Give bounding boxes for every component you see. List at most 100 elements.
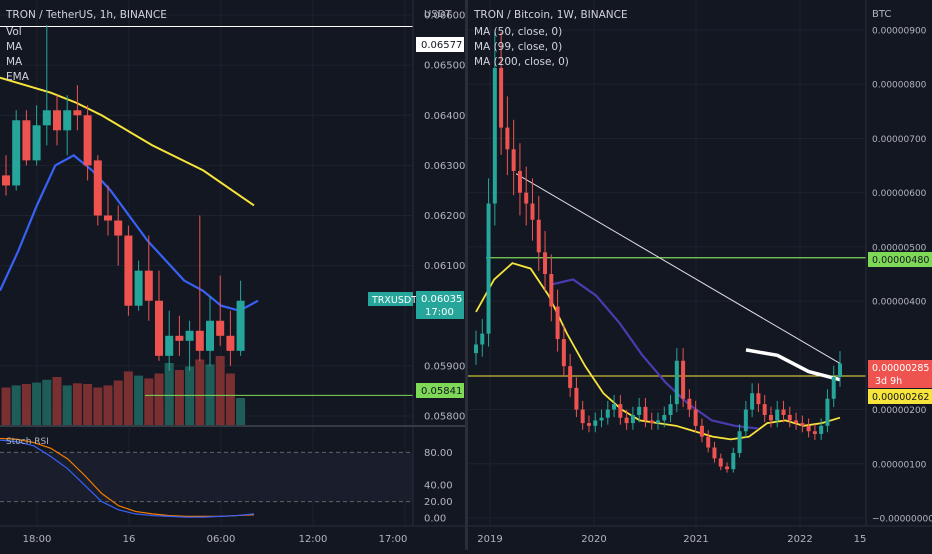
- left-chart-svg[interactable]: 0.06600 0.06500 0.06400 0.06300 0.06200 0.061…: [0, 0, 465, 550]
- volume-bar: [1, 387, 11, 426]
- btc-candle-body: [605, 409, 610, 418]
- btc-candle-body: [725, 466, 730, 470]
- candle-body: [93, 160, 102, 216]
- left-y-tick: 0.05900: [424, 361, 465, 372]
- volume-bar: [225, 373, 235, 426]
- right-chart-svg[interactable]: 0.00000900 0.00000800 0.00000700 0.00000600…: [468, 0, 932, 550]
- candle-body: [83, 115, 92, 166]
- btc-candle-body: [618, 404, 623, 418]
- candle-body: [114, 220, 123, 236]
- yellow-line-tag: [868, 389, 932, 404]
- right-x-tick: 15: [854, 534, 867, 545]
- btc-candle-body: [787, 414, 792, 421]
- btc-candle-body: [536, 219, 541, 253]
- btc-candle-body: [505, 127, 510, 150]
- right-y-tick: 0.00000700: [872, 135, 927, 145]
- right-time-axis[interactable]: 2019 2020 2021 2022 15: [477, 534, 866, 545]
- left-x-tick: 18:00: [23, 534, 52, 545]
- btc-candle-body: [649, 420, 654, 424]
- btc-candle-body: [656, 420, 660, 424]
- legend-ma-2[interactable]: MA: [6, 56, 23, 68]
- candle-body: [144, 270, 153, 301]
- candle-body: [155, 300, 163, 356]
- candle-body: [236, 300, 245, 351]
- btc-candle-body: [668, 404, 673, 415]
- right-y-tick: 0.00000200: [872, 406, 927, 416]
- right-y-tick: 0.00000100: [872, 460, 927, 470]
- support-price-tag: [416, 383, 464, 398]
- high-price-label: 0.06577: [421, 40, 462, 51]
- btc-candle-body: [825, 398, 830, 426]
- btc-candle-body: [543, 252, 548, 274]
- volume-bar: [236, 398, 246, 426]
- left-y-tick: 0.06600: [424, 11, 465, 22]
- symbol-label: TRXUSDT: [371, 295, 417, 306]
- btc-candle-body: [574, 387, 579, 410]
- btc-candle-body: [737, 431, 742, 453]
- yellow-line-label: 0.00000262: [872, 392, 929, 403]
- legend-ma-50[interactable]: MA (50, close, 0): [474, 26, 562, 38]
- btc-candle-body: [643, 406, 648, 421]
- ma99-line: [549, 278, 759, 430]
- left-x-tick: 12:00: [299, 534, 328, 545]
- stoch-title[interactable]: Stoch RSI: [6, 437, 49, 447]
- current-price-label-btc: 0.00000285: [872, 363, 929, 374]
- legend-vol[interactable]: Vol: [6, 26, 22, 38]
- btc-candle-body: [712, 447, 717, 459]
- legend-ema[interactable]: EMA: [6, 71, 30, 83]
- btc-candle-body: [706, 436, 711, 448]
- left-time-axis[interactable]: 18:00 16 06:00 12:00 17:00: [23, 534, 408, 545]
- panel-divider[interactable]: [465, 0, 468, 550]
- candle-body: [53, 110, 61, 131]
- right-candles: [474, 31, 842, 473]
- volume-bar: [164, 363, 174, 426]
- left-x-tick: 06:00: [207, 534, 236, 545]
- right-lines: [468, 173, 866, 441]
- candle-body: [22, 120, 31, 161]
- current-price-tag: [416, 291, 464, 319]
- left-stoch-pane: [0, 437, 413, 518]
- btc-candle-body: [612, 404, 617, 410]
- trend-line: [515, 173, 841, 364]
- countdown-label-btc: 3d 9h: [875, 376, 902, 387]
- left-price-axis[interactable]: 0.06600 0.06500 0.06400 0.06300 0.06200 0.061…: [424, 11, 465, 525]
- btc-candle-body: [637, 406, 642, 415]
- btc-candle-body: [693, 409, 698, 426]
- candle-body: [206, 320, 214, 351]
- current-price-label: 0.06035: [421, 294, 462, 305]
- candle-body: [73, 110, 82, 116]
- current-price-tag-btc: [868, 360, 932, 388]
- btc-candle-body: [580, 409, 585, 424]
- right-chart-panel[interactable]: 0.00000900 0.00000800 0.00000700 0.00000600…: [468, 0, 932, 550]
- right-currency-label: BTC: [872, 9, 891, 20]
- candle-body: [12, 120, 21, 186]
- btc-candle-body: [561, 339, 566, 367]
- legend-ma-200[interactable]: MA (200, close, 0): [474, 56, 569, 68]
- volume-bar: [144, 378, 154, 426]
- left-chart-panel[interactable]: 0.06600 0.06500 0.06400 0.06300 0.06200 0.061…: [0, 0, 465, 550]
- btc-candle-body: [474, 344, 478, 354]
- candle-body: [165, 335, 174, 356]
- btc-candle-body: [768, 414, 773, 421]
- legend-ma-1[interactable]: MA: [6, 41, 23, 53]
- left-y-tick: 0.06200: [424, 211, 465, 222]
- btc-candle-body: [750, 393, 755, 410]
- stoch-tick: 20.00: [424, 497, 453, 508]
- left-currency-label: USDT: [424, 9, 452, 20]
- right-y-tick: −0.00000000: [872, 515, 932, 525]
- btc-candle-body: [568, 366, 573, 388]
- candle-body: [175, 335, 184, 341]
- volume-bar: [32, 382, 42, 426]
- btc-candle-body: [756, 393, 761, 405]
- candle-body: [185, 330, 194, 341]
- legend-ma-99[interactable]: MA (99, close, 0): [474, 41, 562, 53]
- btc-candle-body: [794, 420, 799, 424]
- volume-bar: [103, 385, 113, 426]
- candle-body: [134, 270, 143, 306]
- btc-candle-body: [524, 192, 529, 204]
- btc-candle-body: [486, 203, 491, 334]
- ma200-line: [745, 348, 841, 382]
- right-price-axis[interactable]: 0.00000900 0.00000800 0.00000700 0.00000600…: [872, 27, 932, 525]
- candle-body: [2, 175, 10, 186]
